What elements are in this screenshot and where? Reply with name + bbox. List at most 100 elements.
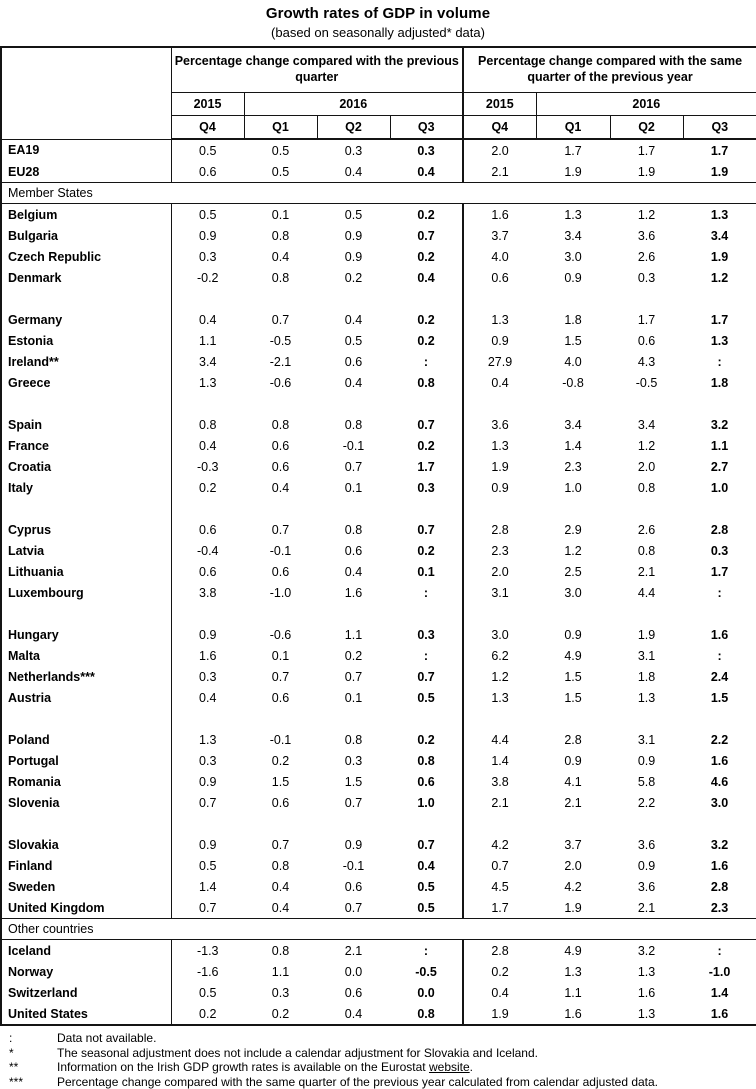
value-cell: 3.6 [637,228,656,243]
value-cell: 0.0 [390,982,465,1003]
spacer-cell [171,603,465,624]
value-cell: 0.9 [199,228,217,243]
value-cell: 3.8 [491,774,509,789]
page-title: Growth rates of GDP in volume [265,5,491,22]
value-cell: -0.1 [269,543,292,558]
table-row: Spain 0.8 0.8 0.8 0.7 3.6 3.4 3.4 3.2 [1,414,756,435]
value-cell: 0.4 [491,375,509,390]
row-label: Latvia [1,540,172,561]
value-cell: 0.8 [344,417,363,432]
table-row: EA19 0.5 0.5 0.3 0.3 2.0 1.7 1.7 1.7 [1,139,756,161]
value-cell: 1.7 [710,564,729,579]
value-cell: -0.8 [562,375,584,390]
row-label: Czech Republic [1,246,172,267]
value-cell: 0.2 [271,753,290,768]
value-cell: 0.8 [199,417,217,432]
value-cell: 0.4 [390,161,465,183]
spacer-cell [1,813,172,834]
value-cell: 0.8 [637,480,656,495]
value-cell: 0.8 [271,228,290,243]
value-cell: 6.2 [491,648,509,663]
table-row: Ireland** 3.4 -2.1 0.6: 27.9 4.0 4.3: [1,351,756,372]
value-cell: 3.0 [564,585,582,600]
value-cell: 0.5 [244,161,317,183]
value-cell: 0.4 [199,438,217,453]
value-cell: 1.6 [344,585,363,600]
value-cell: 0.7 [390,225,465,246]
value-cell: 0.5 [390,897,465,919]
table-row: Denmark -0.2 0.8 0.2 0.4 0.6 0.9 0.3 1.2 [1,267,756,288]
value-cell: 4.5 [491,879,509,894]
value-cell: 3.4 [637,417,656,432]
value-cell: 0.3 [390,477,465,498]
value-cell: 0.6 [344,543,363,558]
table-row: Malta 1.6 0.1 0.2: 6.2 4.9 3.1: [1,645,756,666]
row-label: Austria [1,687,172,708]
table-row: Hungary 0.9 -0.6 1.1 0.3 3.0 0.9 1.9 1.6 [1,624,756,645]
value-cell: 0.8 [344,522,363,537]
value-cell: 1.4 [710,985,729,1000]
value-cell: 2.3 [491,543,509,558]
value-cell: -0.6 [269,627,292,642]
value-cell: 0.4 [344,375,363,390]
quarter-header: Q2 [609,115,684,140]
value-cell: 1.3 [491,312,509,327]
row-label: EU28 [1,161,172,183]
spacer-cell [1,603,172,624]
table-row: Slovenia 0.7 0.6 0.7 1.0 2.1 2.1 2.2 3.0 [1,792,756,813]
value-cell: 2.1 [344,943,363,958]
value-cell: 1.7 [564,143,582,158]
value-cell: 2.0 [564,858,582,873]
quarter-header: Q1 [243,115,318,140]
value-cell: 0.7 [271,669,290,684]
value-cell: 1.5 [564,669,582,684]
table-row: Romania 0.9 1.5 1.5 0.6 3.8 4.1 5.8 4.6 [1,771,756,792]
value-cell: 2.8 [564,732,582,747]
value-cell: 0.6 [344,879,363,894]
value-cell: 0.2 [390,435,465,456]
col-group-header-previous-year: Percentage change compared with the same… [462,46,756,93]
value-cell: 4.4 [637,585,656,600]
spacer-cell [463,813,756,834]
value-cell: 0.6 [637,333,656,348]
value-cell: 1.0 [564,480,582,495]
row-label: Slovenia [1,792,172,813]
value-cell: 0.6 [171,161,244,183]
value-cell: 0.4 [390,267,465,288]
value-cell: 0.3 [199,669,217,684]
value-cell: 1.5 [564,690,582,705]
value-cell: 0.7 [271,312,290,327]
value-cell: 0.8 [344,732,363,747]
footnote: ** Information on the Irish GDP growth ra… [0,1060,756,1075]
table-row: Austria 0.4 0.6 0.1 0.5 1.3 1.5 1.3 1.5 [1,687,756,708]
value-cell: -0.5 [390,961,465,982]
value-cell: 0.9 [637,858,656,873]
value-cell: 1.3 [564,207,582,222]
section-label: Other countries [1,918,756,940]
row-label: Italy [1,477,172,498]
value-cell: 0.9 [491,333,509,348]
value-cell: 27.9 [487,354,513,369]
value-cell: 1.6 [710,858,729,873]
value-cell: 0.5 [199,858,217,873]
value-cell: 3.6 [491,417,509,432]
value-cell: 0.9 [199,774,217,789]
eurostat-website-link[interactable]: website [428,1060,470,1075]
col-group-header-previous-quarter: Percentage change compared with the prev… [170,46,464,93]
year-header: 2015 [462,92,537,116]
value-cell: 0.0 [344,964,363,979]
value-cell: 3.2 [637,943,656,958]
row-label: Romania [1,771,172,792]
value-cell: 5.8 [637,774,656,789]
value-cell: 0.8 [271,270,290,285]
value-cell: 1.7 [710,143,729,158]
section-row: Member States [1,182,756,204]
gdp-growth-table: Percentage change compared with the prev… [0,46,756,1026]
table-row: Poland 1.3 -0.1 0.8 0.2 4.4 2.8 3.1 2.2 [1,729,756,750]
value-cell: 0.4 [344,1006,363,1021]
value-cell: 0.3 [390,139,465,161]
value-cell: 4.9 [564,648,582,663]
value-cell: 4.0 [491,249,509,264]
value-cell: 1.3 [564,964,582,979]
value-cell: 0.9 [344,228,363,243]
